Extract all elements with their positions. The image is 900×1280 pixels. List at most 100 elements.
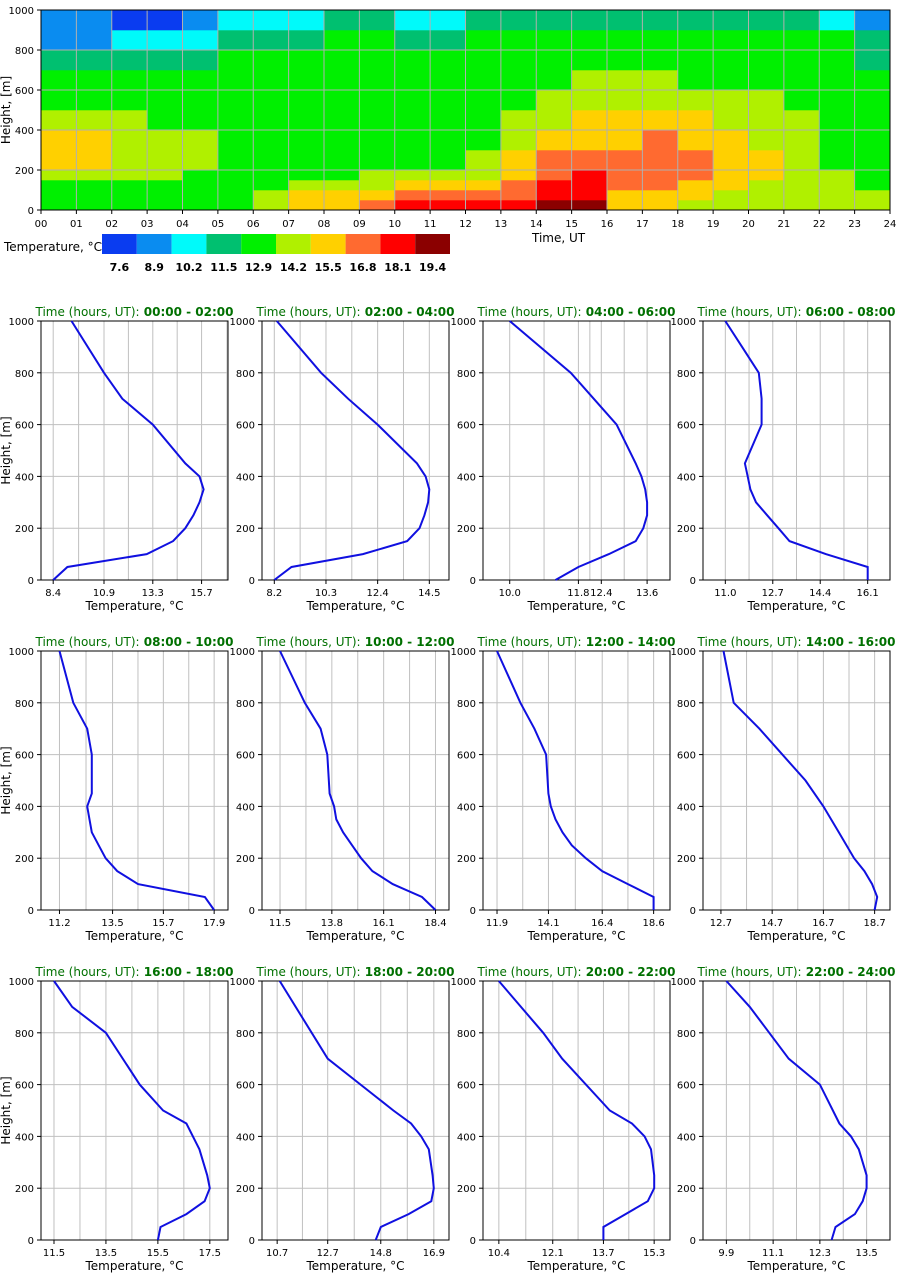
heatmap-cell bbox=[324, 150, 360, 171]
profile-y-tick-label: 0 bbox=[249, 1236, 255, 1247]
profile-x-axis-label: Temperature, °C bbox=[526, 599, 625, 613]
profile-y-tick-label: 400 bbox=[457, 802, 476, 813]
heatmap-cell bbox=[607, 190, 643, 201]
heatmap-cell bbox=[748, 70, 785, 91]
heatmap-x-tick-label: 08 bbox=[318, 219, 331, 230]
heatmap-cell bbox=[748, 10, 785, 31]
heatmap-cell bbox=[359, 110, 396, 131]
profile-title-range: 06:00 - 08:00 bbox=[802, 305, 896, 319]
heatmap-cell bbox=[571, 190, 608, 201]
profile-line bbox=[725, 980, 868, 1241]
profile-chart: 10.7 12.7 14.8 16.9 0 200 400 600 800 1000 Tempera… bbox=[230, 965, 455, 1273]
heatmap-cell bbox=[147, 190, 183, 201]
profile-title-range: 14:00 - 16:00 bbox=[802, 635, 896, 649]
heatmap-cell bbox=[819, 170, 855, 181]
heatmap-cell bbox=[748, 130, 785, 151]
heatmap-x-tick-label: 20 bbox=[742, 219, 755, 230]
heatmap-cell bbox=[536, 130, 572, 151]
heatmap-cell bbox=[783, 180, 820, 191]
profile-y-tick-label: 1000 bbox=[671, 647, 696, 658]
heatmap-cell bbox=[500, 30, 537, 51]
heatmap-y-tick-label: 600 bbox=[15, 86, 34, 97]
heatmap-cell bbox=[182, 130, 219, 151]
profile-title-range: 12:00 - 14:00 bbox=[582, 635, 676, 649]
heatmap-cell bbox=[182, 190, 219, 201]
heatmap-cell bbox=[536, 110, 572, 131]
profile-line bbox=[279, 650, 437, 911]
heatmap-cell bbox=[111, 180, 148, 191]
heatmap-cell bbox=[500, 180, 537, 191]
profile-title-prefix: Time (hours, UT): bbox=[35, 305, 140, 319]
colorbar-swatch bbox=[276, 234, 311, 254]
heatmap-cell bbox=[182, 50, 219, 71]
profile-x-tick-label: 14.8 bbox=[370, 1248, 392, 1259]
profile-y-tick-label: 0 bbox=[690, 576, 696, 587]
heatmap-cell bbox=[783, 110, 820, 131]
profile-x-tick-label: 13.5 bbox=[95, 1248, 117, 1259]
profile-title: Time (hours, UT): 22:00 - 24:00 bbox=[697, 965, 896, 979]
heatmap-cell bbox=[76, 50, 113, 71]
profile-frame bbox=[482, 320, 671, 581]
heatmap-cell bbox=[359, 130, 396, 151]
heatmap-cell bbox=[854, 130, 891, 151]
heatmap-cell bbox=[536, 180, 572, 191]
profile-title: Time (hours, UT): 00:00 - 02:00 bbox=[35, 305, 234, 319]
heatmap-cell bbox=[76, 30, 113, 51]
heatmap-cell bbox=[713, 70, 749, 91]
heatmap-cell bbox=[465, 180, 502, 191]
heatmap-cell bbox=[607, 30, 643, 51]
heatmap-cell bbox=[713, 180, 749, 191]
heatmap-cell bbox=[111, 190, 148, 201]
heatmap-cell bbox=[819, 50, 855, 71]
heatmap-cell bbox=[642, 180, 679, 191]
profile-chart: 9.9 11.1 12.3 13.5 0 200 400 600 800 1000 Temperat… bbox=[671, 965, 896, 1273]
profile-title-prefix: Time (hours, UT): bbox=[477, 305, 582, 319]
heatmap-cell bbox=[394, 190, 431, 201]
heatmap-cell bbox=[465, 10, 502, 31]
heatmap-x-tick-label: 14 bbox=[530, 219, 543, 230]
heatmap-cell bbox=[147, 170, 183, 181]
profile-title-prefix: Time (hours, UT): bbox=[35, 635, 140, 649]
heatmap-cell bbox=[783, 90, 820, 111]
heatmap-cell bbox=[465, 110, 502, 131]
profile-y-tick-label: 400 bbox=[457, 472, 476, 483]
heatmap-cell bbox=[253, 150, 289, 171]
colorbar: Temperature, °C 7.6 8.9 10.2 11.5 12.9 14.2 15.… bbox=[3, 234, 450, 274]
heatmap-cell bbox=[819, 150, 855, 171]
heatmap-cell bbox=[713, 170, 749, 181]
profile-x-tick-label: 14.7 bbox=[761, 918, 783, 929]
heatmap-cell bbox=[253, 50, 289, 71]
heatmap-cell bbox=[854, 180, 891, 191]
profile-y-tick-label: 600 bbox=[236, 1081, 255, 1092]
profile-y-tick-label: 600 bbox=[457, 751, 476, 762]
profile-x-tick-label: 18.6 bbox=[643, 918, 665, 929]
profile-line bbox=[58, 650, 215, 911]
heatmap-cell bbox=[571, 70, 608, 91]
heatmap-cell bbox=[288, 150, 325, 171]
profile-y-tick-label: 1000 bbox=[230, 317, 255, 328]
heatmap-cell bbox=[783, 70, 820, 91]
heatmap-cell bbox=[394, 130, 431, 151]
heatmap-cell bbox=[819, 30, 855, 51]
colorbar-tick-label: 12.9 bbox=[245, 261, 272, 274]
heatmap-cell bbox=[288, 190, 325, 201]
heatmap-cell bbox=[41, 110, 77, 131]
profile-y-tick-label: 600 bbox=[677, 421, 696, 432]
heatmap-x-tick-label: 00 bbox=[35, 219, 48, 230]
profile-y-tick-label: 800 bbox=[236, 1029, 255, 1040]
profile-x-tick-label: 15.3 bbox=[643, 1248, 665, 1259]
heatmap-cell bbox=[359, 180, 396, 191]
heatmap-cell bbox=[854, 200, 891, 211]
heatmap-cell bbox=[571, 10, 608, 31]
profile-x-axis-label: Temperature, °C bbox=[305, 1259, 404, 1273]
profile-x-axis-label: Temperature, °C bbox=[305, 929, 404, 943]
heatmap-cell bbox=[288, 130, 325, 151]
profile-y-tick-label: 600 bbox=[15, 751, 34, 762]
heatmap-cell bbox=[324, 90, 360, 111]
profile-y-tick-label: 600 bbox=[457, 1081, 476, 1092]
profile-y-tick-label: 200 bbox=[15, 1184, 34, 1195]
heatmap-cell bbox=[111, 50, 148, 71]
profile-chart: 8.2 10.3 12.4 14.5 0 200 400 600 800 1000 Temperat… bbox=[230, 305, 455, 613]
heatmap-cell bbox=[783, 170, 820, 181]
heatmap-cell bbox=[182, 10, 219, 31]
